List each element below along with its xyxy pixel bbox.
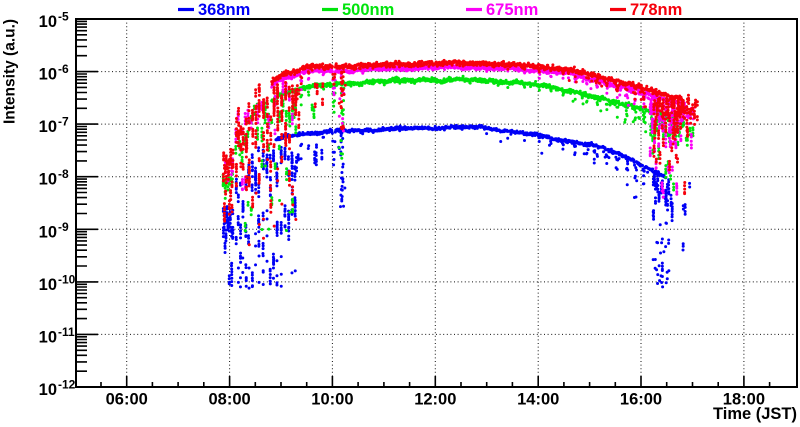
svg-text:06:00: 06:00 [106,391,148,409]
svg-text:12:00: 12:00 [414,391,456,409]
svg-text:-7: -7 [58,115,69,129]
svg-text:-12: -12 [58,378,76,392]
svg-text:14:00: 14:00 [517,391,559,409]
svg-text:10: 10 [39,328,57,346]
svg-text:10: 10 [39,276,57,294]
svg-text:-6: -6 [58,62,69,76]
svg-text:10: 10 [39,381,57,399]
svg-text:Time (JST): Time (JST) [713,405,797,423]
svg-text:Intensity (a.u.): Intensity (a.u.) [2,19,19,124]
svg-text:18:00: 18:00 [723,391,765,409]
svg-text:10: 10 [39,118,57,136]
svg-text:500nm: 500nm [342,1,394,19]
svg-text:778nm: 778nm [630,1,682,19]
svg-text:10: 10 [39,171,57,189]
svg-text:-8: -8 [58,167,69,181]
svg-text:10: 10 [39,223,57,241]
svg-text:-5: -5 [58,10,69,24]
svg-text:10: 10 [39,66,57,84]
svg-text:16:00: 16:00 [620,391,662,409]
svg-text:08:00: 08:00 [208,391,250,409]
svg-text:368nm: 368nm [198,1,250,19]
svg-text:-10: -10 [58,272,76,286]
svg-text:-9: -9 [58,220,69,234]
svg-text:675nm: 675nm [486,1,538,19]
svg-text:10:00: 10:00 [311,391,353,409]
svg-text:-11: -11 [58,325,75,339]
svg-text:10: 10 [39,13,57,31]
